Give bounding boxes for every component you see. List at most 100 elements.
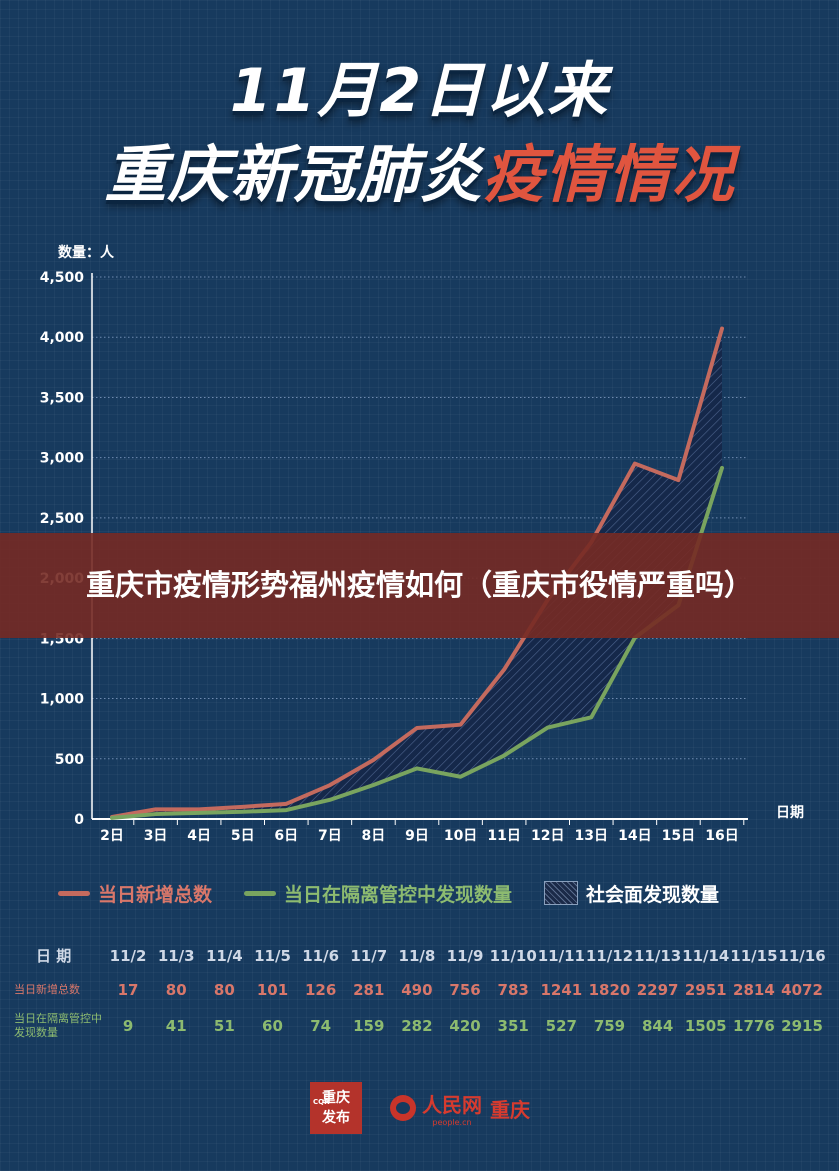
table-cell-total: 17 (117, 981, 139, 999)
title-line-2-red: 疫情情况 (482, 138, 735, 211)
table-cell-quarantine: 282 (401, 1017, 433, 1035)
y-tick-label: 2,500 (40, 511, 85, 527)
table-cell-date: 11/11 (537, 947, 585, 965)
table-cell-quarantine: 351 (497, 1017, 529, 1035)
title-line-1: 11月2日以来 (229, 56, 610, 126)
table-cell-date: 11/15 (730, 947, 778, 965)
people-url: people.cn (432, 1118, 472, 1127)
legend-label-community: 社会面发现数量 (586, 883, 720, 906)
table-cell-total: 80 (213, 981, 235, 999)
legend-item-quarantine: 当日在隔离管控中发现数量 (244, 880, 512, 907)
people-name: 人民网 (422, 1093, 482, 1117)
table-cell-date: 11/7 (350, 947, 388, 965)
table-cell-date: 11/10 (489, 947, 537, 965)
table-row-total: 当日新增总数 17 80 80 101 126 281 490 756 783 1241 1820 2… (14, 972, 826, 1008)
y-tick-label: 3,500 (40, 390, 85, 406)
table-cell-quarantine: 527 (545, 1017, 577, 1035)
people-city: 重庆 (490, 1097, 530, 1122)
table-cell-total: 4072 (781, 981, 823, 999)
legend-label-total: 当日新增总数 (98, 883, 213, 906)
table-cell-quarantine: 1505 (684, 1017, 727, 1035)
table-cell-quarantine: 2915 (781, 1017, 823, 1035)
y-tick-label: 3,000 (40, 451, 85, 467)
table-cell-date: 11/9 (446, 947, 484, 965)
table-cell-date: 11/8 (398, 947, 436, 965)
table-row-dates: 日 期 11/2 11/3 11/4 11/5 11/6 11/7 11/8 11/9 11/1… (14, 940, 826, 972)
table-cell-total: 2297 (636, 981, 679, 999)
seal-letters: CQR (313, 1098, 330, 1106)
table-cell-total: 1241 (540, 981, 583, 999)
x-tick-label: 11日 (487, 828, 520, 844)
title-line-2-white: 重庆新冠肺炎 (104, 138, 483, 211)
chongqing-release-seal: 重庆 发布 CQR (310, 1082, 362, 1134)
table-cell-total: 2814 (733, 981, 775, 999)
table-cell-quarantine: 1776 (733, 1017, 775, 1035)
table-header-total: 当日新增总数 (14, 983, 80, 996)
table-row-quarantine: 当日在隔离管控中发现数量 9 41 51 60 74 159 282 420 351 527 759… (14, 1008, 826, 1044)
x-tick-label: 12日 (531, 828, 564, 844)
legend-swatch-total (58, 890, 90, 896)
table-cell-date: 11/14 (682, 947, 730, 965)
table-cell-total: 281 (353, 981, 385, 999)
table-cell-date: 11/5 (254, 947, 291, 965)
community-area (112, 328, 722, 818)
table-cell-total: 101 (256, 981, 289, 999)
people-logo-text: 人民网 people.cn (422, 1089, 482, 1127)
table-cell-total: 2951 (684, 981, 727, 999)
x-tick-label: 5日 (231, 828, 255, 844)
table-cell-date: 11/13 (634, 947, 682, 965)
table-cell-date: 11/12 (585, 947, 634, 965)
table-cell-total: 80 (165, 981, 187, 999)
legend-swatch-quarantine (244, 890, 277, 896)
table-cell-quarantine: 159 (353, 1017, 385, 1035)
x-tick-label: 9日 (405, 828, 429, 844)
table-cell-quarantine: 74 (310, 1017, 332, 1035)
legend-item-total: 当日新增总数 (58, 880, 212, 907)
legend-label-quarantine: 当日在隔离管控中发现数量 (284, 883, 513, 906)
table-cell-date: 11/16 (778, 947, 826, 965)
table-header-quarantine: 当日在隔离管控中发现数量 (14, 1012, 102, 1039)
y-tick-label: 4,500 (40, 270, 85, 286)
x-tick-label: 14日 (618, 828, 651, 844)
y-axis-title: 数量：人 (58, 244, 115, 261)
table-cell-date: 11/4 (205, 947, 243, 965)
table-cell-date: 11/3 (157, 947, 195, 965)
people-emblem-icon (390, 1095, 416, 1121)
table-cell-quarantine: 60 (262, 1017, 283, 1035)
legend-swatch-community (544, 881, 579, 905)
data-table: 日 期 11/2 11/3 11/4 11/5 11/6 11/7 11/8 11/9 11/1… (14, 940, 826, 1044)
x-tick-label: 6日 (274, 828, 298, 844)
legend-item-community: 社会面发现数量 (544, 880, 719, 907)
x-tick-label: 15日 (662, 828, 695, 844)
table-cell-quarantine: 9 (122, 1017, 134, 1035)
seal-text-bottom: 发布 (322, 1110, 350, 1126)
y-tick-label: 4,000 (40, 330, 85, 346)
x-tick-label: 8日 (362, 828, 386, 844)
x-tick-label: 7日 (318, 828, 342, 844)
x-tick-label: 13日 (575, 828, 608, 844)
table-cell-quarantine: 51 (213, 1017, 235, 1035)
table-cell-quarantine: 844 (641, 1017, 674, 1035)
x-tick-label: 3日 (144, 828, 168, 844)
x-axis-title: 日期 (776, 805, 804, 821)
table-cell-quarantine: 420 (449, 1017, 481, 1035)
legend: 当日新增总数 当日在隔离管控中发现数量 社会面发现数量 (58, 878, 751, 908)
table-cell-total: 1820 (588, 981, 631, 999)
table-cell-quarantine: 41 (165, 1017, 187, 1035)
series-line-total (110, 326, 724, 819)
y-tick-label: 500 (55, 752, 84, 768)
x-tick-label: 4日 (187, 828, 211, 844)
table-cell-total: 126 (304, 981, 337, 999)
y-tick-label: 0 (74, 812, 84, 828)
headline-text: 重庆市疫情形势福州疫情如何（重庆市役情严重吗） (85, 568, 753, 602)
headline-overlay: 重庆市疫情形势福州疫情如何（重庆市役情严重吗） (0, 533, 839, 638)
table-cell-total: 756 (449, 981, 481, 999)
seal-text-top: 重庆 (322, 1090, 350, 1106)
y-tick-label: 1,000 (40, 692, 85, 708)
series-line-quarantine (110, 465, 724, 820)
table-cell-date: 11/2 (109, 947, 147, 965)
table-cell-total: 490 (401, 981, 433, 999)
footer-logos: 重庆 发布 CQR 人民网 people.cn 重庆 (310, 1080, 530, 1136)
x-tick-label: 2日 (100, 828, 124, 844)
x-tick-label: 10日 (444, 828, 477, 844)
